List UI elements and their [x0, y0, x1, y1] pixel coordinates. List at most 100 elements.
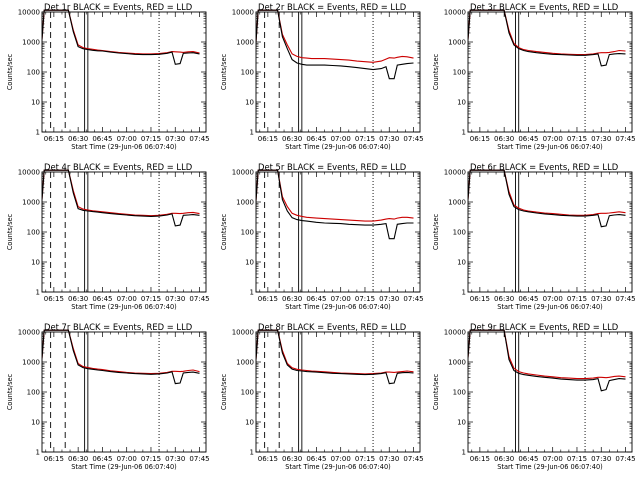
- detector-panel: 1 10 100 1000 10000 06:15 06:30 06:45 07:00 07:15…: [220, 162, 424, 311]
- series-group: [42, 169, 200, 227]
- x-tick-label: 07:45: [189, 295, 209, 303]
- x-axis-label: Start Time (29-Jun-06 06:07:40): [497, 143, 603, 151]
- x-tick-label: 07:00: [117, 295, 137, 303]
- x-tick-label: 07:15: [355, 135, 375, 143]
- x-axis-label: Start Time (29-Jun-06 06:07:40): [71, 143, 177, 151]
- y-tick-label: 10: [457, 419, 466, 427]
- panel-title: Det 7r BLACK = Events, RED = LLD: [44, 322, 192, 332]
- x-tick-label: 06:45: [92, 455, 112, 463]
- marker-lines: [515, 172, 586, 292]
- x-tick-label: 07:15: [141, 455, 161, 463]
- y-tick-label: 10000: [18, 329, 40, 337]
- x-tick-label: 06:15: [258, 455, 278, 463]
- x-tick-label: 07:30: [379, 135, 399, 143]
- y-tick-label: 1: [462, 449, 466, 457]
- y-tick-label: 10000: [18, 169, 40, 177]
- x-tick-label: 07:00: [117, 135, 137, 143]
- x-axis-label: Start Time (29-Jun-06 06:07:40): [285, 143, 391, 151]
- detector-panel: 1 10 100 1000 10000 06:15 06:30 06:45 07:00 07:15…: [6, 2, 210, 151]
- x-tick-label: 06:30: [282, 455, 302, 463]
- x-tick-label: 06:45: [518, 295, 538, 303]
- y-tick-label: 10: [31, 259, 40, 267]
- y-tick-label: 10: [457, 259, 466, 267]
- x-tick-label: 06:45: [306, 135, 326, 143]
- x-tick-label: 06:45: [518, 135, 538, 143]
- marker-lines: [515, 12, 586, 132]
- y-tick-label: 100: [241, 389, 254, 397]
- panel-title: Det 1r BLACK = Events, RED = LLD: [44, 2, 192, 12]
- y-tick-label: 1000: [448, 39, 466, 47]
- y-tick-label: 1: [36, 289, 40, 297]
- x-tick-label: 06:15: [44, 455, 64, 463]
- x-tick-label: 07:45: [403, 455, 423, 463]
- events-series-line: [42, 329, 200, 385]
- series-group: [42, 9, 200, 65]
- plot-frame: [41, 331, 207, 453]
- x-tick-label: 07:00: [543, 455, 563, 463]
- y-axis-label: Counts/sec: [6, 53, 14, 90]
- y-tick-label: 1000: [236, 39, 254, 47]
- y-axis-label: Counts/sec: [432, 53, 440, 90]
- x-tick-label: 06:30: [494, 135, 514, 143]
- y-tick-label: 10: [31, 419, 40, 427]
- x-tick-label: 07:30: [165, 135, 185, 143]
- x-tick-label: 07:45: [615, 135, 635, 143]
- detector-panel: 1 10 100 1000 10000 06:15 06:30 06:45 07:00 07:15…: [6, 322, 210, 471]
- detector-panel: 1 10 100 1000 10000 06:15 06:30 06:45 07:00 07:15…: [432, 162, 636, 311]
- y-tick-label: 10000: [18, 9, 40, 17]
- x-tick-label: 06:15: [44, 135, 64, 143]
- x-tick-label: 07:30: [165, 295, 185, 303]
- x-tick-label: 07:45: [615, 295, 635, 303]
- x-tick-label: 07:15: [141, 295, 161, 303]
- plot-frame: [255, 171, 421, 293]
- x-tick-label: 06:15: [470, 135, 490, 143]
- plot-frame: [467, 171, 633, 293]
- lld-series-line: [42, 169, 200, 217]
- detector-panel: 1 10 100 1000 10000 06:15 06:30 06:45 07:00 07:15…: [220, 322, 424, 471]
- lld-series-line: [42, 329, 200, 375]
- marker-lines: [264, 12, 374, 132]
- lld-series-line: [468, 169, 626, 216]
- panel-title: Det 6r BLACK = Events, RED = LLD: [470, 162, 618, 172]
- x-tick-label: 07:30: [165, 455, 185, 463]
- y-tick-label: 1: [36, 129, 40, 137]
- y-tick-label: 1000: [22, 199, 40, 207]
- x-axis-label: Start Time (29-Jun-06 06:07:40): [497, 303, 603, 311]
- x-tick-label: 06:30: [282, 295, 302, 303]
- y-tick-label: 1: [250, 289, 254, 297]
- events-series-line: [256, 9, 414, 80]
- x-tick-label: 06:45: [306, 295, 326, 303]
- y-tick-label: 100: [453, 389, 466, 397]
- y-tick-label: 1000: [22, 359, 40, 367]
- x-tick-label: 07:15: [567, 135, 587, 143]
- series-group: [256, 169, 414, 240]
- events-series-line: [256, 169, 414, 240]
- x-tick-label: 07:45: [189, 455, 209, 463]
- y-tick-label: 10000: [232, 329, 254, 337]
- plot-frame: [41, 171, 207, 293]
- lld-series-line: [42, 9, 200, 55]
- y-tick-label: 10: [31, 99, 40, 107]
- detector-panel: 1 10 100 1000 10000 06:15 06:30 06:45 07:00 07:15…: [432, 2, 636, 151]
- y-axis-label: Counts/sec: [220, 213, 228, 250]
- y-tick-label: 1000: [448, 359, 466, 367]
- y-axis-label: Counts/sec: [6, 373, 14, 410]
- series-group: [468, 329, 626, 392]
- plot-frame: [255, 331, 421, 453]
- y-tick-label: 1000: [236, 199, 254, 207]
- events-series-line: [256, 329, 414, 385]
- plot-frame: [467, 11, 633, 133]
- x-tick-label: 07:45: [403, 295, 423, 303]
- series-group: [256, 329, 414, 385]
- panel-title: Det 4r BLACK = Events, RED = LLD: [44, 162, 192, 172]
- x-tick-label: 06:30: [282, 135, 302, 143]
- y-tick-label: 1: [462, 129, 466, 137]
- x-axis-label: Start Time (29-Jun-06 06:07:40): [285, 303, 391, 311]
- y-axis-label: Counts/sec: [432, 373, 440, 410]
- x-tick-label: 07:30: [591, 135, 611, 143]
- x-tick-label: 06:30: [68, 135, 88, 143]
- y-tick-label: 100: [241, 69, 254, 77]
- x-tick-label: 07:00: [331, 295, 351, 303]
- y-tick-label: 100: [27, 69, 40, 77]
